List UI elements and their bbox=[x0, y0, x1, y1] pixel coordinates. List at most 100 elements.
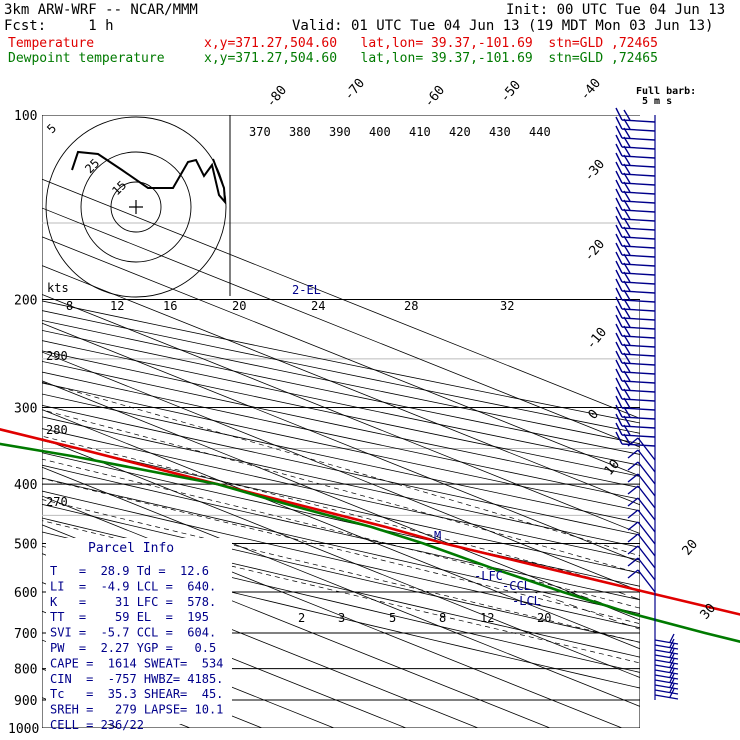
wind-barb bbox=[654, 683, 679, 695]
wind-barb bbox=[627, 497, 656, 521]
pressure-tick-300: 300 bbox=[14, 401, 37, 416]
pressure-tick-700: 700 bbox=[14, 627, 37, 642]
pressure-tick-900: 900 bbox=[14, 694, 37, 709]
wind-barb bbox=[615, 143, 656, 159]
wind-barb bbox=[654, 663, 679, 675]
hodograph-scale-label: 32 bbox=[500, 299, 514, 313]
wind-barb bbox=[615, 431, 656, 447]
parcel-info-row: TT = 59 EL = 195 bbox=[50, 610, 209, 624]
mixing-ratio-label: 12 bbox=[480, 611, 494, 625]
wind-barb bbox=[615, 278, 656, 294]
hodograph-center-marker bbox=[129, 200, 143, 214]
isotherm-label: 10 bbox=[602, 457, 624, 479]
parcel-info-row: PW = 2.27 YGP = 0.5 bbox=[50, 641, 216, 655]
wind-barb bbox=[615, 224, 656, 240]
pressure-tick-200: 200 bbox=[14, 294, 37, 309]
wind-barb bbox=[615, 395, 656, 411]
wind-barb bbox=[615, 323, 656, 339]
wind-barb bbox=[654, 643, 679, 655]
mixing-ratio-label: 8 bbox=[439, 611, 446, 625]
temperature-trace bbox=[0, 428, 740, 616]
wind-barb bbox=[627, 569, 656, 593]
mixing-ratio-label: 3 bbox=[338, 611, 345, 625]
dry-adiabat bbox=[42, 517, 640, 658]
theta-label: 280 bbox=[46, 423, 68, 437]
theta-label: 270 bbox=[46, 495, 68, 509]
pressure-tick-800: 800 bbox=[14, 663, 37, 678]
wind-barb bbox=[627, 437, 656, 461]
moist-adiabat bbox=[42, 458, 640, 609]
isotherm-label: -70 bbox=[342, 76, 369, 104]
forecast-hour: Fcst: 1 h bbox=[4, 18, 114, 34]
level-marker: M bbox=[434, 529, 441, 543]
isotherm bbox=[42, 293, 640, 535]
parcel-info-row: CIN = -757 HWBZ= 4185. bbox=[50, 672, 223, 686]
parcel-info-row: K = 31 LFC = 578. bbox=[50, 595, 216, 609]
hodograph-ring-label: 15 bbox=[109, 178, 129, 198]
wind-barb bbox=[615, 251, 656, 267]
mixing-ratio-label: 20 bbox=[537, 611, 551, 625]
wind-barb bbox=[615, 341, 656, 357]
wind-barb bbox=[615, 215, 656, 231]
isotherm bbox=[42, 351, 640, 592]
wind-barb bbox=[615, 161, 656, 177]
wind-barb bbox=[615, 269, 656, 285]
wind-barb bbox=[615, 170, 656, 186]
wind-barb bbox=[615, 125, 656, 141]
wind-barb bbox=[654, 648, 679, 660]
theta-e-label: 420 bbox=[449, 125, 471, 139]
isotherm-label: 0 bbox=[586, 407, 603, 423]
isotherm-label: -20 bbox=[582, 237, 609, 265]
wind-barb bbox=[615, 197, 656, 213]
mixing-ratio-label: 5 bbox=[389, 611, 396, 625]
wind-barb bbox=[627, 485, 656, 509]
dry-adiabat bbox=[42, 319, 640, 445]
wind-barb bbox=[627, 461, 656, 485]
wind-barb bbox=[615, 107, 656, 123]
theta-e-label: 410 bbox=[409, 125, 431, 139]
pressure-tick-100: 100 bbox=[14, 109, 37, 124]
wind-barb bbox=[615, 116, 656, 132]
isotherm-label: -80 bbox=[264, 83, 291, 111]
parcel-info-row: SVI = -5.7 CCL = 604. bbox=[50, 626, 216, 640]
level-marker: -LFC bbox=[474, 569, 503, 583]
dry-adiabat bbox=[42, 329, 640, 455]
wind-barb bbox=[615, 368, 656, 384]
wind-barb bbox=[654, 688, 679, 700]
wind-barb bbox=[615, 206, 656, 222]
barb-header-units: 5 m s bbox=[642, 96, 672, 107]
isotherm bbox=[42, 207, 640, 448]
model-title: 3km ARW-WRF -- NCAR/MMM bbox=[4, 2, 198, 18]
hodograph-scale-label: 12 bbox=[110, 299, 124, 313]
moist-adiabat bbox=[42, 520, 640, 664]
level-marker: 2-EL bbox=[292, 283, 321, 297]
isotherm bbox=[42, 437, 640, 679]
wind-barb bbox=[615, 404, 656, 420]
hodograph-ring-label: 5 bbox=[44, 121, 59, 136]
mixing-ratio-line bbox=[534, 591, 640, 630]
dry-adiabat bbox=[42, 310, 640, 434]
wind-barb bbox=[615, 242, 656, 258]
dry-adiabat bbox=[42, 477, 640, 615]
dry-adiabat bbox=[42, 490, 640, 629]
wind-barb bbox=[654, 633, 679, 645]
hodograph-scale-label: kts bbox=[47, 281, 69, 295]
isotherm-label: -50 bbox=[498, 78, 525, 106]
parcel-info-panel bbox=[46, 538, 232, 724]
barb-header-title: Full barb: bbox=[636, 86, 696, 97]
hodograph-trace bbox=[71, 150, 227, 205]
wind-barb bbox=[615, 386, 656, 402]
isotherm-label: -10 bbox=[584, 325, 611, 353]
dry-adiabat bbox=[42, 452, 640, 587]
wind-barb bbox=[615, 134, 656, 150]
init-time: Init: 00 UTC Tue 04 Jun 13 bbox=[506, 2, 726, 18]
parcel-info-title: Parcel Info bbox=[88, 541, 174, 556]
dry-adiabat bbox=[42, 300, 640, 424]
dewpoint-label: Dewpoint temperature bbox=[8, 51, 165, 66]
wind-barb bbox=[615, 179, 656, 195]
wind-barb bbox=[654, 638, 679, 650]
parcel-info-row: CELL = 236/22 bbox=[50, 718, 144, 732]
parcel-info-row: SREH = 279 LAPSE= 10.1 bbox=[50, 703, 223, 717]
wind-barb bbox=[615, 314, 656, 330]
